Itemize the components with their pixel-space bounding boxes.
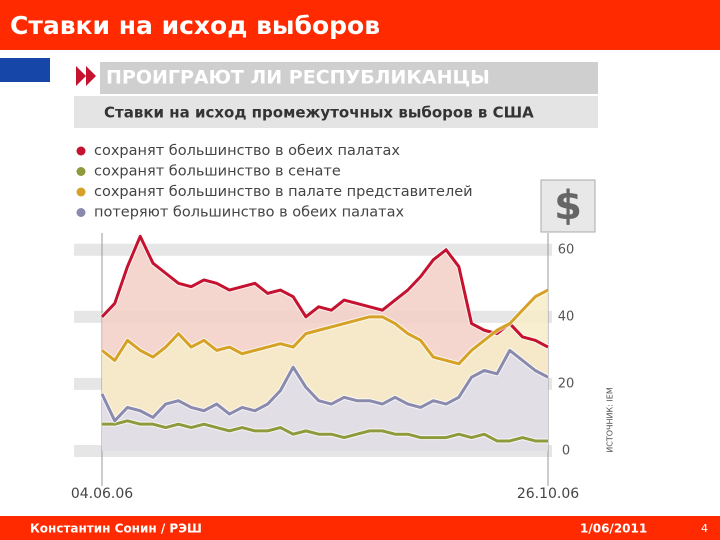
plot: сохранят большинство в обеих палатах сохр…: [71, 143, 579, 502]
chart-title: ПРОИГРАЮТ ЛИ РЕСПУБЛИКАНЦЫ: [106, 67, 490, 89]
subtitle-band: [74, 96, 598, 128]
y-tick-label: 40: [558, 309, 575, 324]
chart-subtitle: Ставки на исход промежуточных выборов в …: [104, 104, 534, 122]
title-band: [100, 62, 598, 94]
badge-box: [540, 179, 596, 233]
badge: $: [554, 183, 582, 229]
x-tick-label: 26.10.06: [517, 486, 579, 502]
arrow-icon: [76, 66, 96, 86]
y-tick-label: 0: [562, 444, 570, 459]
page-number: 4: [701, 522, 708, 535]
legend-marker: [76, 146, 86, 156]
legend-label: сохранят большинство в сенате: [94, 164, 341, 180]
line: [100, 348, 549, 423]
legend-marker: [76, 167, 86, 176]
legend-label: сохранят большинство в обеих палатах: [94, 143, 400, 159]
y-tick-label: 20: [558, 376, 575, 391]
footer-date: 1/06/2011: [580, 522, 647, 536]
slide-title: Ставки на исход выборов: [10, 11, 380, 40]
y-tick-label: 60: [558, 242, 575, 257]
legend-label: потеряют большинство в обеих палатах: [94, 205, 405, 221]
legend-marker: [76, 208, 86, 217]
footer-bar: [0, 516, 720, 540]
x-tick-label: 04.06.06: [71, 486, 133, 502]
blue-stripe: [0, 58, 50, 82]
legend-marker: [76, 187, 86, 197]
source: ИСТОЧНИК: IEM: [606, 387, 615, 453]
line: [100, 234, 549, 349]
line: [101, 288, 549, 366]
footer-author: Константин Сонин / РЭШ: [30, 522, 202, 536]
legend-label: сохранят большинство в палате представит…: [94, 184, 473, 200]
title-bar: [0, 0, 720, 50]
line: [102, 419, 548, 443]
